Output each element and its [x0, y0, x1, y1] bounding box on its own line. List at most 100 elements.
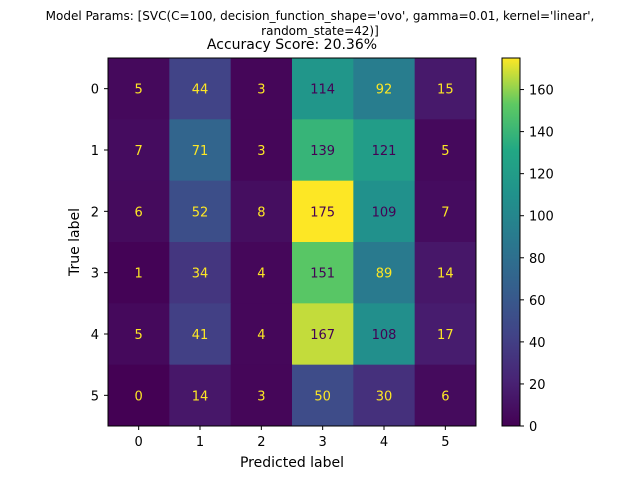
- x-tick-label: 5: [441, 435, 449, 450]
- heatmap-cell: [108, 303, 170, 366]
- heatmap-cell: [169, 58, 232, 120]
- cell-value-label: 3: [257, 144, 265, 159]
- cell-value-label: 17: [437, 328, 454, 343]
- cell-value-label: 3: [257, 83, 265, 98]
- heatmap-cell: [414, 180, 477, 243]
- chart-title: Accuracy Score: 20.36%: [207, 37, 377, 53]
- plot-frame: [107, 57, 477, 427]
- colorbar-tick-label: 140: [529, 126, 554, 141]
- heatmap-cell: [414, 58, 477, 120]
- heatmap-cell: [169, 119, 232, 182]
- y-tick-label: 5: [91, 389, 99, 404]
- cell-value-label: 175: [310, 205, 335, 220]
- colorbar-tick-label: 120: [529, 168, 554, 183]
- heatmap-cell: [108, 58, 170, 120]
- suptitle-line-1: Model Params: [SVC(C=100, decision_funct…: [46, 9, 595, 23]
- heatmap-cell: [292, 364, 354, 427]
- heatmap-cell: [108, 180, 170, 243]
- cell-value-label: 4: [257, 267, 265, 282]
- cell-value-label: 109: [372, 205, 397, 220]
- colorbar-tick-label: 100: [529, 210, 554, 225]
- cell-value-label: 5: [135, 83, 143, 98]
- heatmap-cells: [108, 58, 477, 427]
- colorbar-ticks: 0 20 40 60 80 100 120 140 160: [520, 84, 554, 435]
- colorbar-tick-label: 60: [529, 294, 546, 309]
- cell-value-label: 5: [135, 328, 143, 343]
- y-axis-label: True label: [67, 208, 83, 277]
- heatmap-cell: [353, 242, 416, 304]
- heatmap-cell: [292, 119, 354, 182]
- x-tick-label: 1: [196, 435, 204, 450]
- colorbar: [501, 57, 521, 427]
- cell-value-label: 41: [192, 328, 209, 343]
- heatmap-cell: [230, 58, 293, 120]
- heatmap-cell-labels: 5 44 3 114 92 157 71 3 139 121 56 52 8 175 109 71 34 4 151…: [135, 83, 454, 405]
- cell-value-label: 30: [376, 389, 393, 404]
- cell-value-label: 151: [310, 267, 335, 282]
- heatmap-cell: [353, 364, 416, 427]
- heatmap-cell: [169, 303, 232, 366]
- heatmap-cell: [169, 364, 232, 427]
- heatmap-cell: [230, 364, 293, 427]
- cell-value-label: 89: [376, 267, 393, 282]
- cell-value-label: 8: [257, 205, 265, 220]
- y-tick-label: 4: [91, 328, 99, 343]
- cell-value-label: 50: [314, 389, 331, 404]
- heatmap-cell: [108, 119, 170, 182]
- heatmap-cell: [230, 180, 293, 243]
- cell-value-label: 15: [437, 83, 454, 98]
- heatmap-cell: [230, 119, 293, 182]
- colorbar-tick-label: 160: [529, 84, 554, 99]
- colorbar-tick-label: 40: [529, 336, 546, 351]
- heatmap-cell: [169, 180, 232, 243]
- cell-value-label: 14: [437, 267, 454, 282]
- cell-value-label: 44: [192, 83, 209, 98]
- heatmap-cell: [353, 303, 416, 366]
- heatmap-cell: [414, 119, 477, 182]
- cell-value-label: 92: [376, 83, 393, 98]
- heatmap-cell: [414, 364, 477, 427]
- cell-value-label: 139: [310, 144, 335, 159]
- cell-value-label: 1: [135, 267, 143, 282]
- cell-value-label: 3: [257, 389, 265, 404]
- x-tick-label: 2: [257, 435, 265, 450]
- colorbar-tick-label: 20: [529, 378, 546, 393]
- heatmap-cell: [292, 58, 354, 120]
- heatmap-cell: [414, 303, 477, 366]
- heatmap-cell: [169, 242, 232, 304]
- y-tick-label: 0: [91, 83, 99, 98]
- suptitle-line-2: random_state=42)]: [261, 24, 379, 38]
- y-tick-label: 3: [91, 267, 99, 282]
- y-tick-label: 1: [91, 144, 99, 159]
- heatmap-cell: [353, 119, 416, 182]
- heatmap-cell: [108, 364, 170, 427]
- heatmap-cell: [353, 58, 416, 120]
- x-tick-label: 0: [135, 435, 143, 450]
- cell-value-label: 6: [441, 389, 449, 404]
- heatmap-cell: [292, 303, 354, 366]
- heatmap-cell: [108, 242, 170, 304]
- x-tick-label: 3: [319, 435, 327, 450]
- cell-value-label: 114: [310, 83, 335, 98]
- heatmap-cell: [292, 180, 354, 243]
- heatmap-cell: [230, 303, 293, 366]
- x-axis-ticks: 0 1 2 3 4 5: [135, 426, 449, 450]
- y-tick-label: 2: [91, 205, 99, 220]
- heatmap-cell: [414, 242, 477, 304]
- cell-value-label: 7: [135, 144, 143, 159]
- cell-value-label: 121: [372, 144, 397, 159]
- cell-value-label: 167: [310, 328, 335, 343]
- cell-value-label: 52: [192, 205, 209, 220]
- heatmap-cell: [230, 242, 293, 304]
- cell-value-label: 14: [192, 389, 209, 404]
- cell-value-label: 0: [135, 389, 143, 404]
- cell-value-label: 6: [135, 205, 143, 220]
- colorbar-tick-label: 80: [529, 252, 546, 267]
- cell-value-label: 5: [441, 144, 449, 159]
- cell-value-label: 4: [257, 328, 265, 343]
- x-axis-label: Predicted label: [240, 455, 344, 471]
- cell-value-label: 71: [192, 144, 209, 159]
- x-tick-label: 4: [380, 435, 388, 450]
- cell-value-label: 34: [192, 267, 209, 282]
